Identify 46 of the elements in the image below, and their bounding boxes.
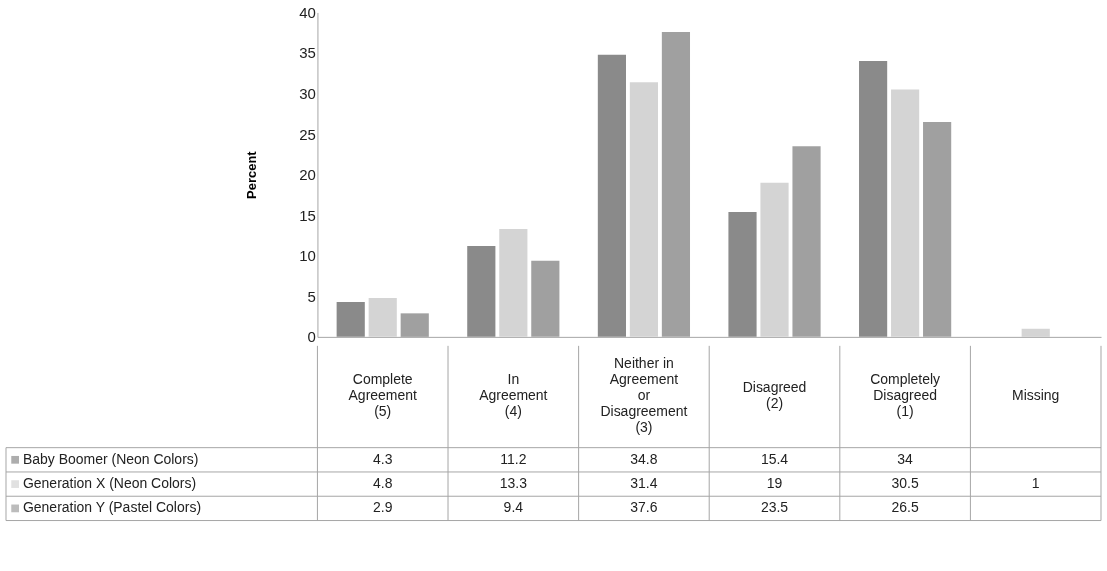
y-tick-label: 0: [307, 328, 316, 346]
data-label: 23.5: [760, 499, 789, 516]
data-label: 2.9: [373, 499, 393, 516]
legend-label: Generation Y (Pastel Colors): [22, 499, 202, 516]
data-label: 31.4: [630, 475, 658, 492]
bar: [760, 182, 789, 337]
x-tick-label: Missing: [1012, 386, 1060, 403]
data-label: 37.6: [630, 499, 658, 516]
y-tick-label: 30: [299, 85, 316, 103]
bar: [1021, 328, 1050, 337]
bar: [629, 82, 658, 337]
y-tick-label: 25: [299, 125, 316, 143]
x-tick-label: Complete Agreement (5): [348, 370, 417, 419]
legend-label: Generation X (Neon Colors): [22, 475, 197, 492]
y-tick-label: 10: [299, 247, 316, 265]
y-tick-label: 20: [299, 166, 316, 184]
bar: [728, 211, 757, 337]
data-label: 13.3: [499, 475, 528, 492]
bar: [891, 89, 920, 337]
x-tick-label: Disagreed (2): [742, 378, 807, 411]
y-tick-label: 35: [299, 44, 316, 62]
data-label: 1: [1031, 475, 1040, 492]
data-label: 15.4: [760, 450, 789, 467]
data-label: 4.8: [373, 475, 393, 492]
data-label: 4.3: [373, 450, 393, 467]
data-label: 34: [897, 450, 914, 467]
bar: [336, 301, 365, 337]
x-tick-label: Completely Disagreed (1): [870, 370, 941, 419]
data-label: 26.5: [891, 499, 919, 516]
legend-label: Baby Boomer (Neon Colors): [22, 450, 199, 467]
bar: [597, 54, 626, 337]
x-tick-label: In Agreement (4): [479, 370, 548, 419]
bar: [859, 61, 888, 337]
y-tick-label: 15: [299, 206, 316, 224]
x-tick-label: Neither in Agreement or Disagreement (3): [600, 354, 688, 435]
bar: [467, 246, 496, 337]
y-axis-title: Percent: [244, 150, 260, 199]
y-tick-label: 5: [307, 287, 316, 305]
data-label: 9.4: [503, 499, 524, 516]
bar: [368, 297, 397, 337]
bar: [499, 229, 528, 337]
y-tick-label: 40: [299, 3, 316, 21]
data-label: 34.8: [630, 450, 658, 467]
data-label: 11.2: [500, 450, 527, 467]
data-label: 19: [766, 475, 783, 492]
data-label: 30.5: [891, 475, 919, 492]
